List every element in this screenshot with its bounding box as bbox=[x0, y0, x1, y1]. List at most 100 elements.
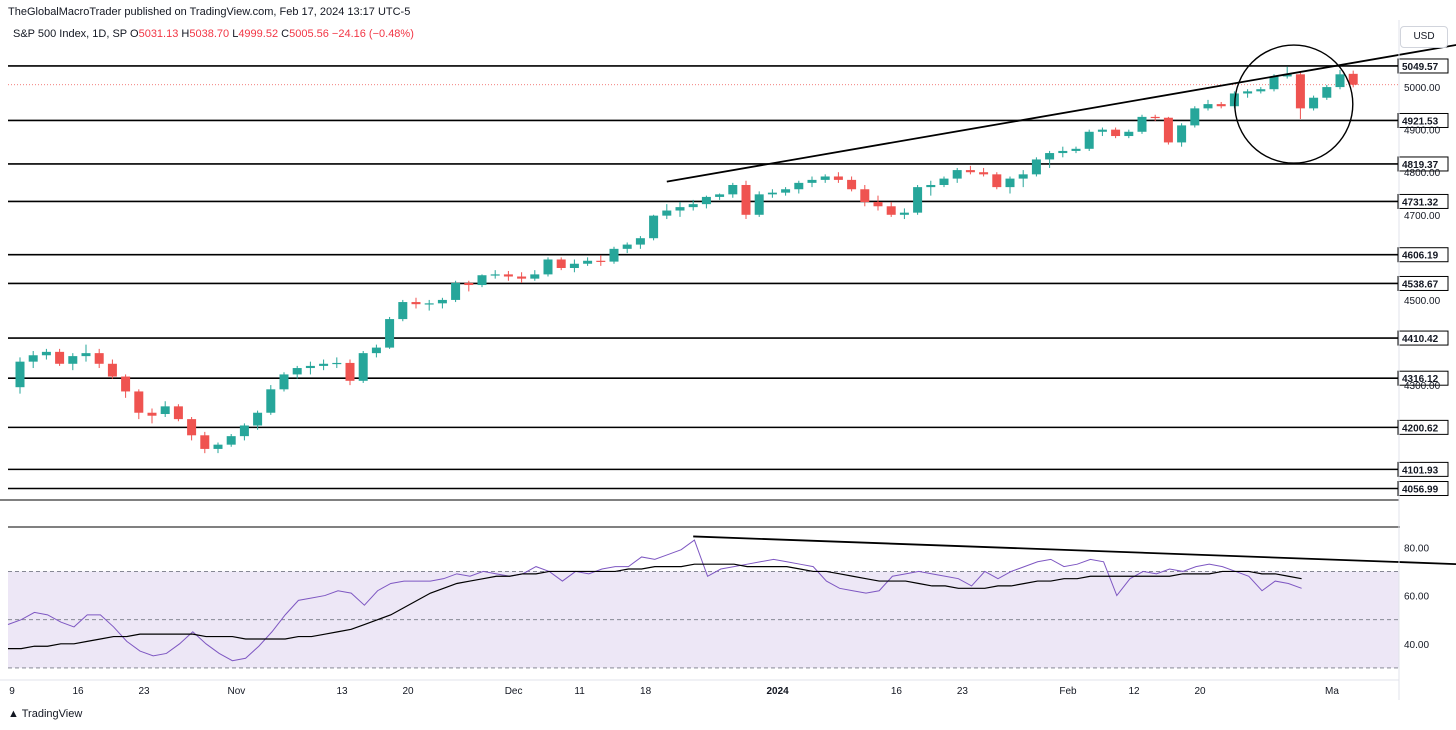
candle-89 bbox=[1190, 106, 1200, 128]
candle-100 bbox=[1335, 70, 1345, 90]
candle-48 bbox=[649, 214, 659, 241]
candle-80 bbox=[1071, 146, 1081, 154]
level-label-10: 4056.99 bbox=[1402, 485, 1439, 496]
price-tick-2: 4800.00 bbox=[1404, 168, 1441, 179]
highlight-circle bbox=[1234, 44, 1354, 164]
rsi-line bbox=[7, 539, 1302, 662]
candle-41 bbox=[556, 257, 566, 271]
candle-3 bbox=[55, 348, 65, 366]
candle-85 bbox=[1137, 114, 1147, 134]
candle-88 bbox=[1177, 123, 1187, 147]
candle-75 bbox=[1005, 176, 1015, 194]
candle-38 bbox=[517, 272, 527, 283]
candle-56 bbox=[754, 191, 764, 217]
candle-52 bbox=[701, 195, 711, 209]
candle-4 bbox=[68, 353, 78, 371]
candle-20 bbox=[279, 372, 289, 392]
price-tick-5: 4300.00 bbox=[1404, 381, 1441, 392]
time-tick-0: 9 bbox=[9, 686, 15, 697]
time-tick-7: 11 bbox=[574, 686, 585, 697]
level-label-6: 4410.42 bbox=[1402, 334, 1439, 345]
candle-8 bbox=[121, 374, 131, 398]
candle-61 bbox=[820, 174, 830, 183]
time-tick-1: 16 bbox=[72, 686, 84, 697]
level-label-1: 4921.53 bbox=[1402, 116, 1439, 127]
tradingview-brand: ▲ TradingView bbox=[8, 708, 82, 720]
time-tick-10: 16 bbox=[891, 686, 903, 697]
currency-button[interactable]: USD bbox=[1400, 26, 1448, 48]
level-tag-4 bbox=[1397, 247, 1449, 263]
candle-31 bbox=[424, 299, 434, 311]
candle-21 bbox=[292, 365, 302, 379]
candle-97 bbox=[1295, 72, 1305, 120]
candle-64 bbox=[860, 184, 870, 207]
candle-16 bbox=[226, 434, 236, 447]
candle-23 bbox=[319, 359, 329, 371]
candle-32 bbox=[437, 297, 447, 309]
level-tag-3 bbox=[1397, 193, 1449, 209]
candle-6 bbox=[94, 348, 104, 369]
candle-96 bbox=[1282, 66, 1292, 79]
candle-65 bbox=[873, 195, 883, 211]
candle-37 bbox=[503, 270, 513, 281]
publisher-line: TheGlobalMacroTrader published on Tradin… bbox=[8, 6, 411, 18]
close-value: 5005.56 bbox=[289, 28, 329, 40]
candle-93 bbox=[1243, 89, 1253, 98]
candle-73 bbox=[979, 167, 989, 177]
candle-57 bbox=[767, 189, 777, 198]
candle-30 bbox=[411, 297, 421, 309]
candle-12 bbox=[173, 404, 183, 422]
level-tag-10 bbox=[1397, 481, 1449, 497]
candle-71 bbox=[952, 167, 962, 183]
candle-54 bbox=[728, 182, 738, 198]
level-label-8: 4200.62 bbox=[1402, 423, 1439, 434]
candle-77 bbox=[1031, 157, 1041, 177]
candle-47 bbox=[635, 236, 645, 249]
time-axis: 9 16 23 Nov 13 20 Dec 11 18 2024 16 23 Feb 12 20 Ma bbox=[9, 686, 1339, 697]
candle-27 bbox=[371, 344, 381, 358]
candle-76 bbox=[1018, 170, 1028, 188]
price-trendline bbox=[666, 44, 1456, 183]
symbol-name: S&P 500 Index, 1D, SP bbox=[13, 28, 127, 40]
price-axis: 5049.57 4921.53 4819.37 4731.32 4606.19 4538.… bbox=[1397, 58, 1449, 651]
candle-22 bbox=[305, 361, 315, 375]
close-label: C bbox=[281, 28, 290, 40]
candle-59 bbox=[794, 180, 804, 194]
candle-82 bbox=[1097, 127, 1107, 137]
candle-69 bbox=[926, 180, 936, 196]
candlesticks bbox=[15, 66, 1358, 454]
drawings bbox=[666, 44, 1456, 183]
time-tick-11: 23 bbox=[957, 686, 969, 697]
candle-67 bbox=[899, 208, 909, 220]
candle-45 bbox=[609, 246, 619, 264]
level-tag-5 bbox=[1397, 275, 1449, 291]
rsi-tick-2: 40.00 bbox=[1404, 640, 1429, 651]
price-tick-3: 4700.00 bbox=[1404, 211, 1441, 222]
candle-40 bbox=[543, 257, 553, 277]
candle-53 bbox=[715, 193, 725, 200]
symbol-legend[interactable]: S&P 500 Index, 1D, SP O5031.13 H5038.70 … bbox=[13, 28, 414, 40]
candle-78 bbox=[1045, 150, 1055, 168]
time-tick-9: 2024 bbox=[766, 686, 789, 697]
candle-35 bbox=[477, 274, 487, 288]
time-tick-5: 20 bbox=[402, 686, 414, 697]
level-tag-6 bbox=[1397, 330, 1449, 346]
candle-24 bbox=[332, 357, 342, 369]
candle-90 bbox=[1203, 99, 1213, 111]
rsi-tick-1: 60.00 bbox=[1404, 592, 1429, 603]
open-value: 5031.13 bbox=[138, 28, 179, 40]
candle-60 bbox=[807, 176, 817, 188]
candle-94 bbox=[1256, 87, 1266, 94]
candle-58 bbox=[781, 187, 791, 196]
candle-44 bbox=[596, 255, 606, 266]
brand-name: TradingView bbox=[21, 708, 83, 720]
candle-99 bbox=[1322, 84, 1332, 100]
time-tick-15: Ma bbox=[1325, 686, 1339, 697]
candle-15 bbox=[213, 442, 223, 454]
candle-68 bbox=[913, 184, 923, 215]
open-label: O bbox=[130, 28, 139, 40]
level-tag-1 bbox=[1397, 112, 1449, 128]
level-label-9: 4101.93 bbox=[1402, 465, 1439, 476]
rsi-pane bbox=[7, 535, 1456, 669]
